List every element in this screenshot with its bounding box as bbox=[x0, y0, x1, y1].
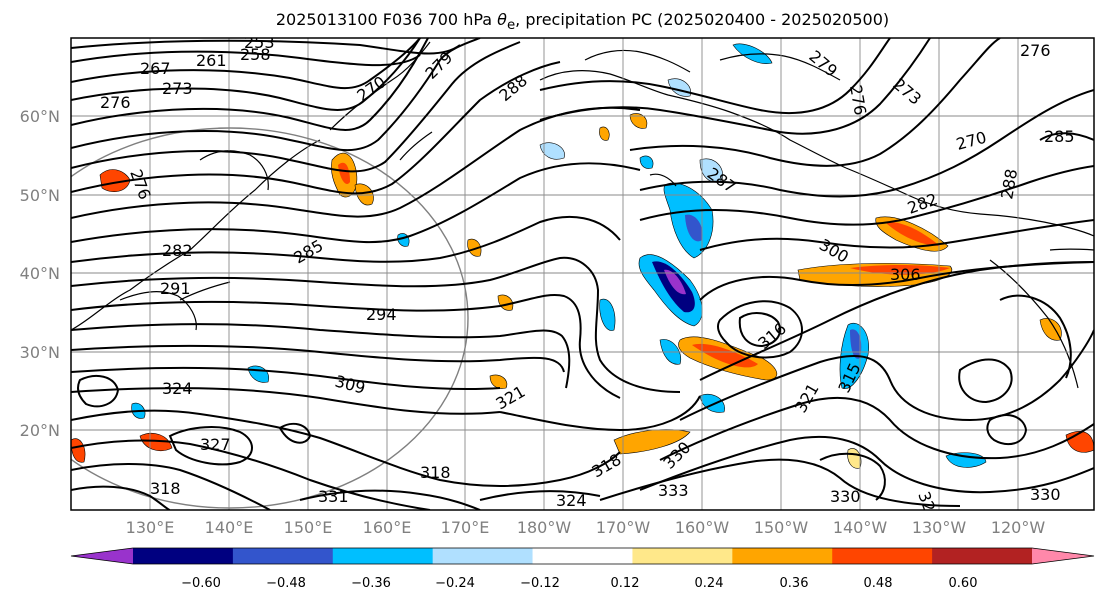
contour-label: 282 bbox=[162, 241, 193, 260]
colorbar-tick-label: 0.12 bbox=[611, 576, 640, 591]
lon-label: 180°W bbox=[517, 518, 572, 537]
contour-label: 330 bbox=[1030, 485, 1061, 504]
contour-label: 273 bbox=[162, 79, 193, 98]
colorbar-tick-label: 0.48 bbox=[864, 576, 893, 591]
lon-label: 120°W bbox=[991, 518, 1046, 537]
lon-label: 150°W bbox=[754, 518, 809, 537]
contour-label: 267 bbox=[140, 59, 171, 78]
colorbar-tick-label: −0.24 bbox=[435, 576, 475, 591]
contour-label: 253 bbox=[244, 33, 275, 52]
contour-label: 291 bbox=[160, 279, 191, 298]
map-frame bbox=[70, 37, 1095, 511]
contour-label: 294 bbox=[366, 305, 397, 324]
colorbar-segment bbox=[632, 548, 733, 564]
map-content: 253 261 258 267 273 276 270 279 288 279 … bbox=[71, 33, 1094, 510]
lat-label-40n: 40°N bbox=[20, 264, 60, 283]
contour-label: 318 bbox=[150, 479, 181, 498]
colorbar-tick-label: 0.36 bbox=[780, 576, 809, 591]
colorbar-segment bbox=[232, 548, 334, 564]
title-prefix: 2025013100 F036 700 hPa bbox=[275, 10, 498, 29]
lon-label: 160°W bbox=[675, 518, 730, 537]
colorbar-segment bbox=[732, 548, 833, 564]
lon-label: 160°E bbox=[363, 518, 412, 537]
lat-label-50n: 50°N bbox=[20, 186, 60, 205]
contour-label: 331 bbox=[318, 487, 349, 506]
latitude-labels: 60°N 50°N 40°N 30°N 20°N bbox=[20, 107, 60, 440]
colorbar-tick-label: −0.12 bbox=[520, 576, 560, 591]
title-subscript: e bbox=[506, 18, 516, 34]
colorbar-tick-label: 0.60 bbox=[949, 576, 978, 591]
contour-label: 324 bbox=[162, 379, 193, 398]
contour-label: 306 bbox=[890, 265, 921, 284]
colorbar-segment bbox=[832, 548, 933, 564]
lat-label-30n: 30°N bbox=[20, 343, 60, 362]
colorbar bbox=[70, 547, 1095, 565]
colorbar-tick-label: −0.36 bbox=[351, 576, 391, 591]
title-suffix: , precipitation PC (2025020400 - 2025020… bbox=[515, 10, 890, 29]
colorbar-segment bbox=[432, 548, 534, 564]
lon-label: 140°W bbox=[833, 518, 888, 537]
region-circle bbox=[71, 127, 469, 509]
colorbar-tick-label: 0.24 bbox=[695, 576, 724, 591]
colorbar-segment bbox=[932, 548, 1033, 564]
contour-label: 276 bbox=[1020, 41, 1051, 60]
colorbar-extend-low bbox=[71, 548, 133, 564]
coastlines bbox=[71, 41, 1094, 389]
colorbar-outline bbox=[70, 547, 1095, 565]
contour-label: 318 bbox=[420, 463, 451, 482]
precip-shading bbox=[71, 43, 1094, 469]
title-symbol: θ bbox=[497, 10, 507, 29]
lat-label-60n: 60°N bbox=[20, 107, 60, 126]
lat-label-20n: 20°N bbox=[20, 421, 60, 440]
lon-label: 150°E bbox=[284, 518, 333, 537]
colorbar-segment bbox=[332, 548, 434, 564]
lon-label: 130°W bbox=[912, 518, 967, 537]
colorbar-segment bbox=[532, 548, 633, 564]
contour-label: 333 bbox=[658, 481, 689, 500]
lon-label: 130°E bbox=[126, 518, 175, 537]
colorbar-tick-label: −0.60 bbox=[181, 576, 221, 591]
colorbar-tick-labels: −0.60 −0.48 −0.36 −0.24 −0.12 0.12 0.24 … bbox=[181, 576, 977, 591]
contour-label: 330 bbox=[830, 487, 861, 506]
theta-e-contours bbox=[71, 38, 1094, 510]
lon-label: 140°E bbox=[205, 518, 254, 537]
lon-label: 170°E bbox=[441, 518, 490, 537]
contour-label: 261 bbox=[196, 51, 227, 70]
colorbar-segment bbox=[133, 548, 234, 564]
map-title: 2025013100 F036 700 hPa θe, precipitatio… bbox=[0, 10, 1105, 33]
contour-label: 285 bbox=[1044, 127, 1075, 146]
contour-label: 327 bbox=[200, 435, 231, 454]
colorbar-extend-high bbox=[1032, 548, 1094, 564]
longitude-labels: 130°E 140°E 150°E 160°E 170°E 180°W 170°… bbox=[126, 518, 1046, 537]
contour-label: 276 bbox=[100, 93, 131, 112]
lon-label: 170°W bbox=[596, 518, 651, 537]
colorbar-tick-label: −0.48 bbox=[266, 576, 306, 591]
contour-label: 258 bbox=[240, 45, 271, 64]
contour-label: 324 bbox=[556, 491, 587, 510]
